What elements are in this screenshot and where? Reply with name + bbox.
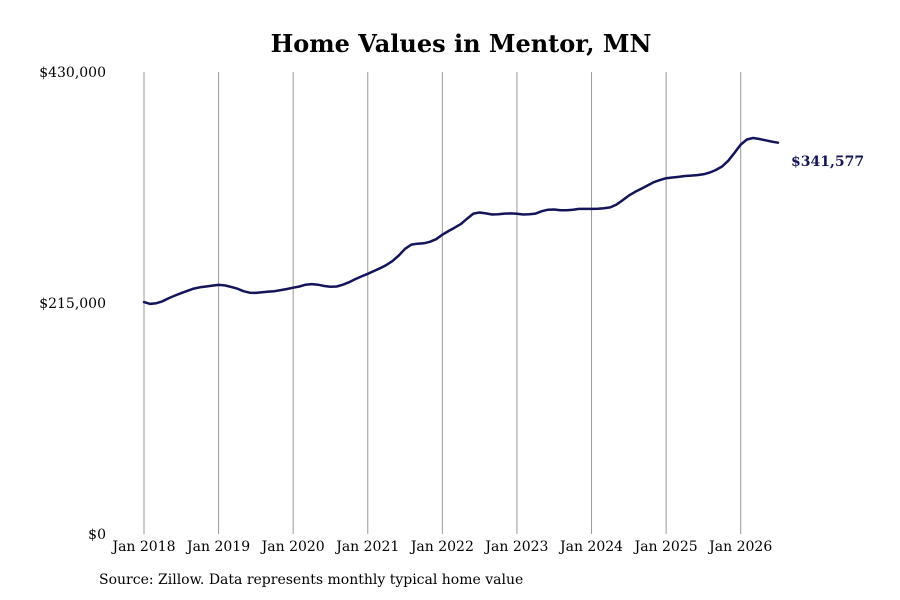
x-tick-label: Jan 2021 xyxy=(334,539,399,555)
x-axis-tick-labels: Jan 2018 Jan 2019 Jan 2020 Jan 2021 Jan 2022… xyxy=(110,539,772,555)
y-tick-label: $215,000 xyxy=(39,296,106,312)
x-tick-label: Jan 2020 xyxy=(260,539,325,555)
x-tick-label: Jan 2023 xyxy=(483,539,548,555)
chart-title: Home Values in Mentor, MN xyxy=(271,29,652,58)
x-tick-label: Jan 2018 xyxy=(110,539,175,555)
x-tick-label: Jan 2026 xyxy=(707,539,772,555)
source-note: Source: Zillow. Data represents monthly … xyxy=(99,572,524,588)
x-tick-label: Jan 2024 xyxy=(558,539,623,555)
series-line xyxy=(142,136,780,306)
y-tick-label: $430,000 xyxy=(39,65,106,81)
x-tick-label: Jan 2019 xyxy=(185,539,250,555)
y-tick-label: $0 xyxy=(88,527,106,543)
x-tick-label: Jan 2022 xyxy=(409,539,474,555)
y-axis-tick-labels: $0 $215,000 $430,000 xyxy=(39,65,106,543)
end-value-label: $341,577 xyxy=(791,154,864,170)
grid-lines xyxy=(143,72,742,534)
x-tick-label: Jan 2025 xyxy=(633,539,698,555)
